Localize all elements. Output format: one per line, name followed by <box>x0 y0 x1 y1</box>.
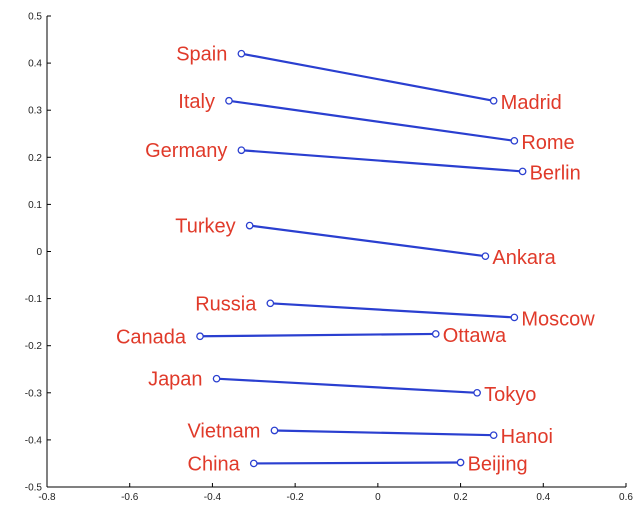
pair-line <box>248 224 487 258</box>
capital-label: Hanoi <box>501 426 553 448</box>
pair-russia: Russia Moscow <box>195 293 595 330</box>
capital-label: Tokyo <box>484 384 536 406</box>
capital-label: Beijing <box>468 454 528 476</box>
country-point <box>245 221 254 230</box>
pair-line <box>240 149 524 173</box>
y-tick-label: 0.4 <box>28 59 42 70</box>
x-tick-label: -0.6 <box>121 492 139 503</box>
capital-label: Moscow <box>521 308 595 330</box>
capital-point <box>456 458 465 467</box>
country-label: Italy <box>178 91 215 113</box>
country-label: Japan <box>148 369 203 391</box>
x-tick-label: -0.2 <box>287 492 305 503</box>
axes: 0.5 0.4 0.3 0.2 0.1 0 -0.1 -0.2 -0.3 -0.4 -0.5-0.8… <box>25 12 634 504</box>
pair-japan: Japan Tokyo <box>148 369 536 406</box>
capital-label: Ankara <box>492 247 556 269</box>
capital-label: Ottawa <box>443 325 507 347</box>
pair-china: China Beijing <box>188 453 528 475</box>
y-tick-label: 0.3 <box>28 106 42 117</box>
capital-point <box>481 252 490 261</box>
y-tick-label: 0.5 <box>28 12 42 23</box>
y-tick-label: 0.1 <box>28 200 42 211</box>
pair-italy: Italy Rome <box>178 91 574 154</box>
country-point <box>266 299 275 308</box>
pair-line <box>198 332 437 338</box>
country-label: China <box>188 453 241 475</box>
pair-line <box>273 429 495 437</box>
capital-point <box>431 330 440 338</box>
country-label: Turkey <box>175 216 235 238</box>
country-point <box>237 49 246 58</box>
pair-line <box>240 52 495 102</box>
capital-point <box>510 313 519 322</box>
x-tick-label: 0.6 <box>619 492 633 503</box>
country-label: Russia <box>195 293 257 315</box>
y-tick-label: -0.2 <box>25 341 43 352</box>
country-point <box>212 374 221 383</box>
x-tick-label: 0.4 <box>536 492 550 503</box>
capital-point <box>489 431 498 440</box>
pair-line <box>269 302 516 319</box>
x-tick-label: 0.2 <box>454 492 468 503</box>
pair-line <box>252 461 462 465</box>
capital-label: Rome <box>521 132 574 154</box>
country-point <box>249 459 258 468</box>
capital-label: Berlin <box>530 162 581 184</box>
capital-point <box>510 136 519 145</box>
y-tick-label: -0.3 <box>25 388 43 399</box>
country-label: Canada <box>116 326 187 348</box>
country-label: Vietnam <box>187 420 260 442</box>
x-tick-label: 0 <box>375 492 381 503</box>
pair-germany: Germany Berlin <box>145 140 581 184</box>
pair-line <box>227 99 516 142</box>
country-label: Spain <box>176 44 227 66</box>
country-point <box>270 426 279 435</box>
pair-spain: Spain Madrid <box>176 44 562 114</box>
capital-point <box>489 96 498 105</box>
country-capital-pairs: Spain Madrid Italy Rome Germany Berlin Turkey A… <box>116 44 595 476</box>
y-tick-label: 0 <box>36 247 42 258</box>
pair-vietnam: Vietnam Hanoi <box>187 420 552 448</box>
country-point <box>237 146 246 155</box>
y-tick-label: 0.2 <box>28 153 42 164</box>
x-tick-label: -0.8 <box>38 492 56 503</box>
y-tick-label: -0.4 <box>25 435 43 446</box>
y-tick-label: -0.1 <box>25 294 43 305</box>
capital-point <box>518 167 527 176</box>
y-tick-label: -0.5 <box>25 483 43 494</box>
pair-line <box>215 377 479 394</box>
capital-point <box>473 388 481 397</box>
x-tick-label: -0.4 <box>204 492 222 503</box>
capital-label: Madrid <box>501 92 562 114</box>
pair-canada: Canada Ottawa <box>116 325 507 348</box>
pair-turkey: Turkey Ankara <box>175 216 556 270</box>
country-point <box>225 96 233 105</box>
country-label: Germany <box>145 140 227 162</box>
country-point <box>196 332 204 341</box>
